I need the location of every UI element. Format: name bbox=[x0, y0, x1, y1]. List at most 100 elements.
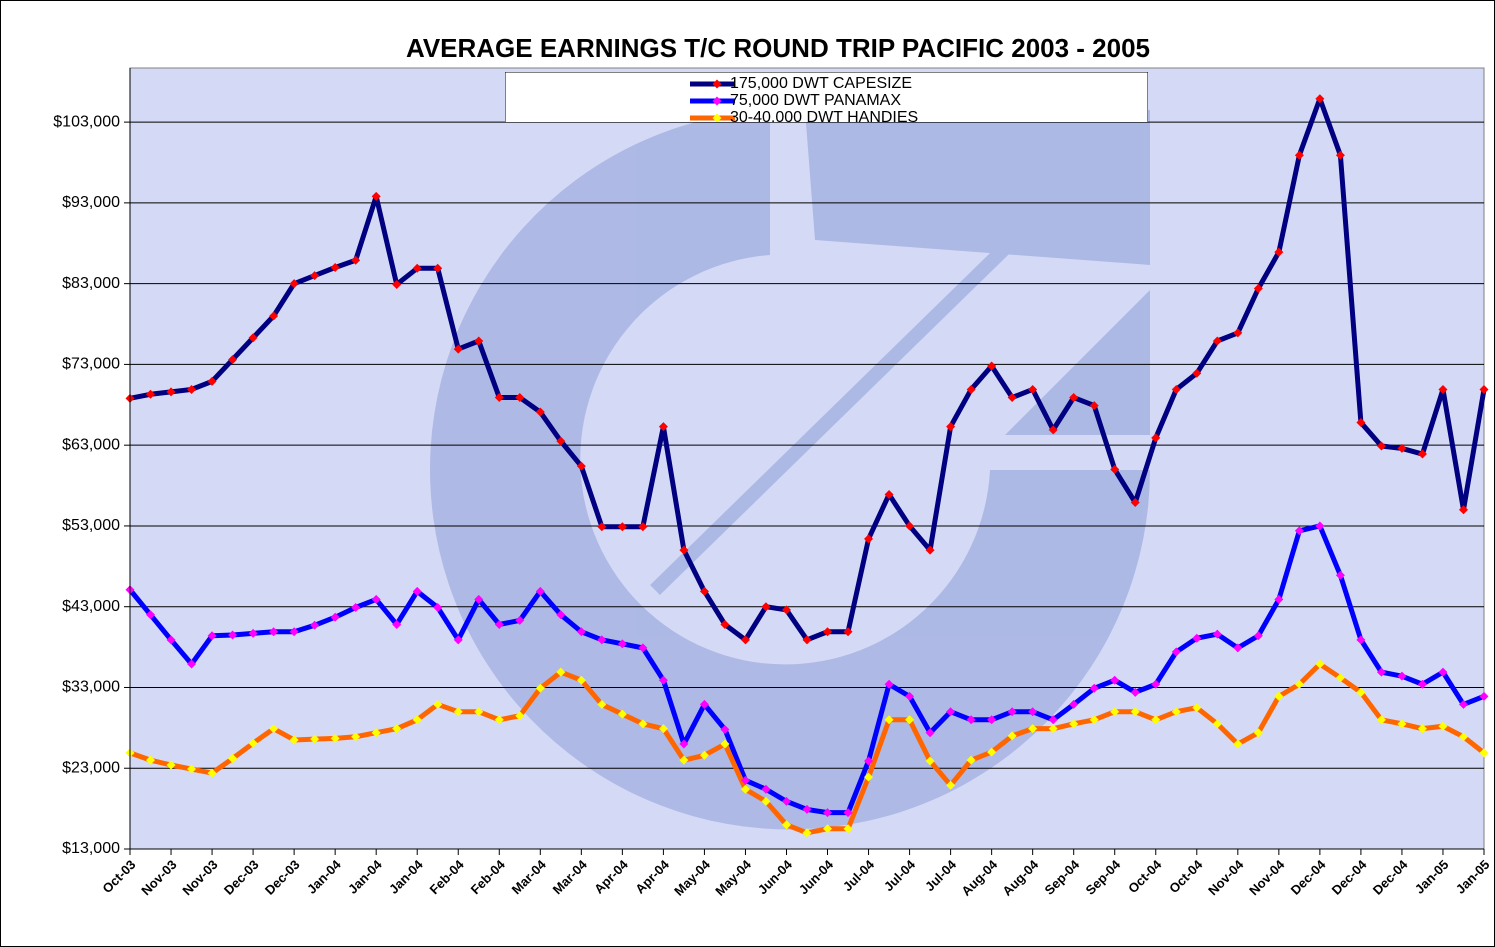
data-point bbox=[351, 255, 361, 265]
y-tick-label: $53,000 bbox=[62, 517, 120, 534]
data-point bbox=[1048, 715, 1058, 725]
data-point bbox=[351, 603, 361, 613]
data-point bbox=[1171, 647, 1181, 657]
data-point bbox=[289, 627, 299, 637]
data-point bbox=[494, 393, 504, 403]
data-point bbox=[1130, 687, 1140, 697]
data-point bbox=[1356, 687, 1366, 697]
data-point bbox=[228, 754, 238, 764]
data-point bbox=[392, 619, 402, 629]
data-point bbox=[1417, 679, 1427, 689]
data-point bbox=[597, 522, 607, 532]
data-point bbox=[228, 355, 238, 365]
data-point bbox=[843, 627, 853, 637]
data-point bbox=[269, 311, 279, 321]
data-point bbox=[1458, 699, 1468, 709]
data-point bbox=[1192, 633, 1202, 643]
data-point bbox=[1069, 393, 1079, 403]
data-point bbox=[1253, 631, 1263, 641]
data-point bbox=[392, 724, 402, 734]
y-tick-label: $13,000 bbox=[62, 840, 120, 857]
data-point bbox=[1212, 629, 1222, 639]
data-point bbox=[884, 489, 894, 499]
data-point bbox=[289, 279, 299, 289]
data-point bbox=[740, 775, 750, 785]
data-point bbox=[699, 750, 709, 760]
data-point bbox=[1356, 418, 1366, 428]
data-point bbox=[248, 738, 258, 748]
data-point bbox=[207, 631, 217, 641]
data-point bbox=[1069, 719, 1079, 729]
data-point bbox=[412, 263, 422, 273]
data-point bbox=[1110, 464, 1120, 474]
data-point bbox=[515, 393, 525, 403]
data-point bbox=[453, 707, 463, 717]
data-point bbox=[843, 808, 853, 818]
legend-label: 175,000 DWT CAPESIZE bbox=[730, 75, 912, 92]
data-point bbox=[823, 627, 833, 637]
data-point bbox=[1315, 659, 1325, 669]
data-point bbox=[802, 804, 812, 814]
data-point bbox=[781, 605, 791, 615]
data-point bbox=[1335, 673, 1345, 683]
data-point bbox=[1479, 748, 1489, 758]
data-point bbox=[802, 635, 812, 645]
data-point bbox=[864, 772, 874, 782]
data-point bbox=[146, 610, 156, 620]
data-point bbox=[781, 820, 791, 830]
data-point bbox=[597, 635, 607, 645]
data-point bbox=[1438, 384, 1448, 394]
data-point bbox=[207, 376, 217, 386]
y-tick-label: $103,000 bbox=[53, 113, 120, 130]
data-point bbox=[1192, 703, 1202, 713]
data-point bbox=[187, 384, 197, 394]
data-point bbox=[1110, 675, 1120, 685]
data-point bbox=[1028, 384, 1038, 394]
data-point bbox=[535, 683, 545, 693]
data-point bbox=[1028, 707, 1038, 717]
data-point bbox=[269, 724, 279, 734]
data-point bbox=[556, 436, 566, 446]
data-point bbox=[925, 728, 935, 738]
data-point bbox=[330, 612, 340, 622]
data-point bbox=[638, 643, 648, 653]
data-point bbox=[1479, 384, 1489, 394]
y-tick-label: $23,000 bbox=[62, 759, 120, 776]
legend-marker bbox=[712, 113, 722, 122]
data-point bbox=[371, 594, 381, 604]
data-point bbox=[330, 262, 340, 272]
data-point bbox=[638, 522, 648, 532]
data-point bbox=[679, 545, 689, 555]
data-point bbox=[412, 586, 422, 596]
data-point bbox=[617, 522, 627, 532]
data-point bbox=[905, 691, 915, 701]
data-point bbox=[1028, 724, 1038, 734]
data-point bbox=[946, 780, 956, 790]
data-point bbox=[761, 796, 771, 806]
data-point bbox=[1294, 150, 1304, 160]
data-point bbox=[166, 387, 176, 397]
data-point bbox=[1212, 336, 1222, 346]
data-point bbox=[371, 191, 381, 201]
data-point bbox=[1233, 739, 1243, 749]
data-point bbox=[987, 361, 997, 371]
y-tick-label: $73,000 bbox=[62, 356, 120, 373]
data-point bbox=[1458, 732, 1468, 742]
data-point bbox=[1151, 433, 1161, 443]
data-point bbox=[905, 715, 915, 725]
data-point bbox=[535, 407, 545, 417]
data-point bbox=[1294, 526, 1304, 536]
data-point bbox=[1356, 635, 1366, 645]
data-point bbox=[1397, 671, 1407, 681]
data-point bbox=[905, 521, 915, 531]
data-point bbox=[576, 627, 586, 637]
data-point bbox=[1069, 699, 1079, 709]
data-point bbox=[146, 389, 156, 399]
data-point bbox=[884, 715, 894, 725]
data-point bbox=[1192, 368, 1202, 378]
data-point bbox=[146, 755, 156, 765]
data-point bbox=[1171, 707, 1181, 717]
data-point bbox=[699, 699, 709, 709]
data-point bbox=[617, 709, 627, 719]
